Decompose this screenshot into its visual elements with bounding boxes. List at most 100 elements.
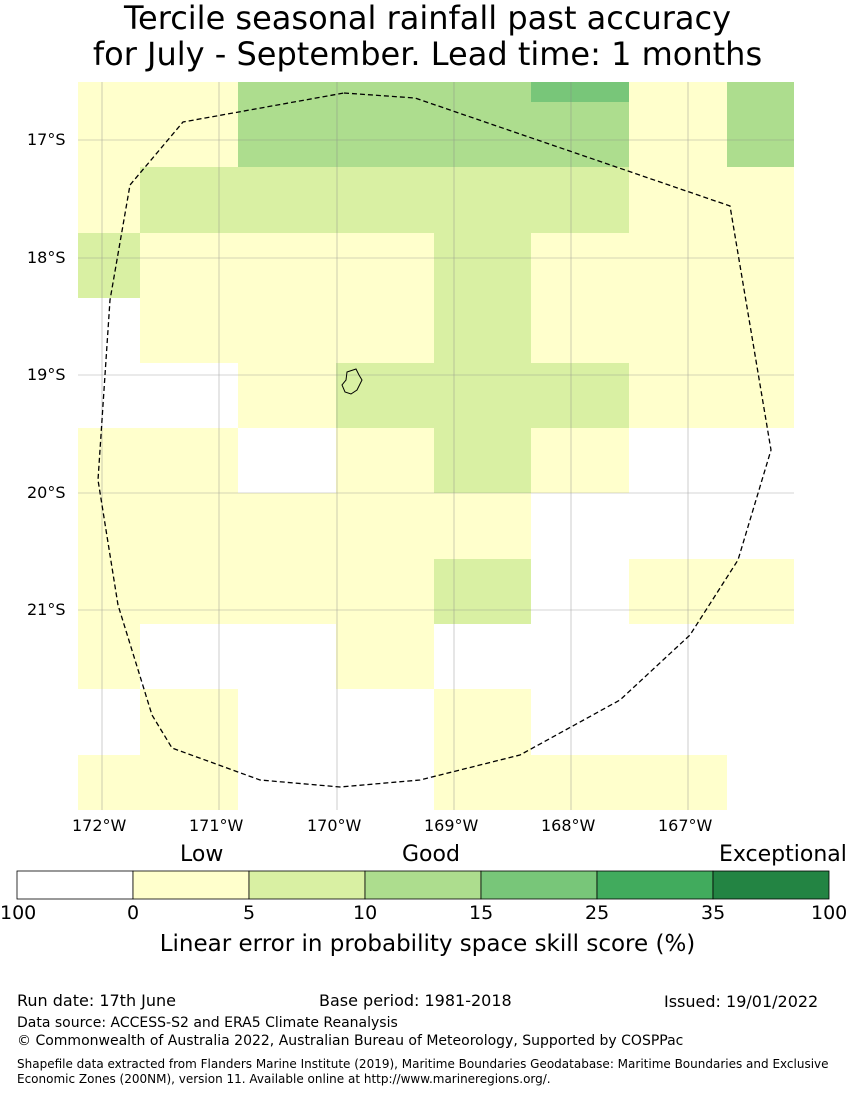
colorbar-label: Linear error in probability space skill …	[159, 931, 696, 957]
eez-boundary	[97, 92, 772, 788]
island-outline	[341, 368, 363, 395]
grid-cell	[78, 624, 140, 689]
grid-cell	[629, 755, 727, 810]
lon-label-169w: 169°W	[424, 816, 479, 835]
grid-cell	[434, 559, 531, 624]
grid-cell	[238, 102, 336, 167]
grid-cell	[727, 624, 794, 689]
colorbar-tick: 100	[811, 902, 848, 924]
colorbar-category-good: Good	[402, 842, 460, 867]
grid-cell	[140, 363, 238, 428]
grid-cell	[629, 624, 727, 689]
grid-cell	[140, 755, 238, 810]
run-date: Run date: 17th June	[17, 991, 177, 1010]
data-source: Data source: ACCESS-S2 and ERA5 Climate …	[17, 1015, 398, 1031]
grid-cell	[531, 102, 629, 167]
colorbar-swatch	[364, 870, 482, 900]
grid-cell	[727, 233, 794, 298]
colorbar-swatch	[248, 870, 366, 900]
grid-cell	[531, 167, 629, 233]
grid-cell	[238, 298, 336, 363]
colorbar-tick: 10	[353, 902, 378, 924]
grid-cell	[140, 624, 238, 689]
grid-cell	[140, 689, 238, 755]
colorbar-swatch	[712, 870, 830, 900]
grid-cell	[140, 298, 238, 363]
grid-cell	[629, 559, 727, 624]
grid-cell	[238, 428, 336, 493]
grid-cell	[531, 624, 629, 689]
grid-cell	[629, 82, 727, 102]
grid-cell	[434, 102, 531, 167]
grid-cell	[78, 755, 140, 810]
grid-cell	[336, 493, 434, 559]
grid-cell	[727, 167, 794, 233]
skill-grid	[78, 82, 794, 810]
colorbar-tick: 5	[243, 902, 256, 924]
grid-cell	[434, 82, 531, 102]
grid-cell	[727, 689, 794, 755]
grid-cell	[629, 102, 727, 167]
grid-cell	[629, 233, 727, 298]
grid-cell	[336, 167, 434, 233]
colorbar-tick: 0	[127, 902, 140, 924]
grid-cell	[336, 689, 434, 755]
grid-cell	[629, 428, 727, 493]
base-period: Base period: 1981-2018	[319, 991, 512, 1010]
grid-cell	[336, 233, 434, 298]
colorbar-swatch	[480, 870, 598, 900]
grid-cell	[531, 559, 629, 624]
lat-label-19s: 19°S	[27, 365, 66, 384]
lat-label-17s: 17°S	[27, 130, 66, 149]
grid-cell	[78, 689, 140, 755]
grid-cell	[531, 82, 629, 102]
shapefile-credit-line-1: Shapefile data extracted from Flanders M…	[17, 1057, 829, 1071]
chart-title-line-1: Tercile seasonal rainfall past accuracy	[123, 0, 732, 37]
grid-cell	[238, 82, 336, 102]
colorbar-tick: 35	[701, 902, 726, 924]
grid-cell	[629, 363, 727, 428]
grid-cell	[531, 428, 629, 493]
grid-cell	[140, 82, 238, 102]
grid-cell	[434, 233, 531, 298]
lat-label-21s: 21°S	[27, 600, 66, 619]
grid-cell	[78, 82, 140, 102]
copyright: © Commonwealth of Australia 2022, Austra…	[17, 1033, 684, 1049]
grid-cell	[140, 493, 238, 559]
grid-cell	[434, 689, 531, 755]
grid-cell	[238, 233, 336, 298]
grid-cell	[140, 559, 238, 624]
grid-cell	[78, 167, 140, 233]
grid-cell	[727, 298, 794, 363]
colorbar	[16, 870, 830, 900]
lat-label-20s: 20°S	[27, 483, 66, 502]
colorbar-swatch	[16, 870, 134, 900]
grid-cell	[78, 428, 140, 493]
colorbar-swatch	[596, 870, 714, 900]
grid-cell	[78, 233, 140, 298]
grid-cell	[78, 363, 140, 428]
shapefile-credit-line-2: Economic Zones (200NM), version 11. Avai…	[17, 1072, 551, 1086]
grid-cell	[434, 755, 531, 810]
grid-cell	[727, 363, 794, 428]
grid-cell	[238, 689, 336, 755]
grid-cell	[238, 559, 336, 624]
grid-cell	[727, 428, 794, 493]
grid-cell	[629, 493, 727, 559]
colorbar-tick: 15	[469, 902, 494, 924]
lon-label-168w: 168°W	[541, 816, 596, 835]
grid-cell	[531, 363, 629, 428]
grid-cell	[531, 755, 629, 810]
colorbar-tick: 25	[585, 902, 610, 924]
grid-cell	[140, 102, 238, 167]
grid-cell	[238, 363, 336, 428]
grid-cell	[238, 167, 336, 233]
colorbar-tick: 100	[0, 902, 37, 924]
grid-cell	[336, 624, 434, 689]
colorbar-category-exceptional: Exceptional	[719, 842, 847, 867]
grid-cell	[434, 428, 531, 493]
colorbar-category-low: Low	[180, 842, 224, 867]
graticule	[78, 82, 794, 810]
grid-cell	[531, 233, 629, 298]
